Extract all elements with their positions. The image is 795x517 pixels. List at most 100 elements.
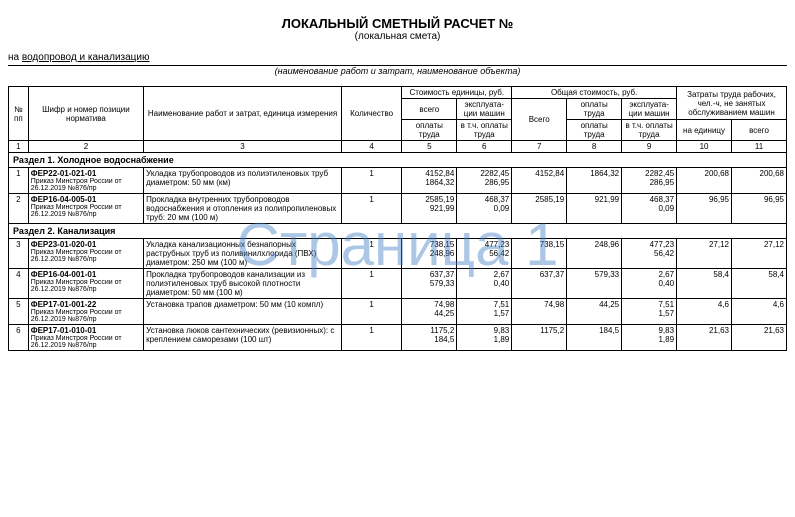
cell-6: 2282,45286,95	[457, 168, 512, 194]
cell-qty: 1	[341, 239, 401, 269]
cell-5: 1175,2184,5	[402, 325, 457, 351]
v: 1,89	[624, 335, 674, 344]
cell-code: ФЕР16-04-001-01Приказ Минстроя России от…	[28, 269, 143, 299]
cell-qty: 1	[341, 325, 401, 351]
cell-6: 7,511,57	[457, 299, 512, 325]
doc-title: ЛОКАЛЬНЫЙ СМЕТНЫЙ РАСЧЕТ №	[8, 16, 787, 31]
table-row: 1 ФЕР22-01-021-01Приказ Минстроя России …	[9, 168, 787, 194]
v: 2585,19	[404, 195, 454, 204]
hn2: 2	[28, 141, 143, 153]
cell-code: ФЕР17-01-010-01Приказ Минстроя России от…	[28, 325, 143, 351]
v: 921,99	[569, 195, 619, 204]
v: 468,37	[624, 195, 674, 204]
hd-numbers: 1 2 3 4 5 6 7 8 9 10 11	[9, 141, 787, 153]
v: 184,5	[569, 326, 619, 335]
hd-g2: Общая стоимость, руб.	[512, 87, 677, 99]
cell-8: 921,99	[567, 194, 622, 224]
v: 468,37	[459, 195, 509, 204]
v: 286,95	[459, 178, 509, 187]
v: 9,83	[459, 326, 509, 335]
section-1: Раздел 1. Холодное водоснабжение	[9, 153, 787, 168]
hd-naed: на единицу	[677, 120, 732, 141]
cell-7: 637,37	[512, 269, 567, 299]
hn6: 6	[457, 141, 512, 153]
cell-5: 4152,841864,32	[402, 168, 457, 194]
v: 9,83	[624, 326, 674, 335]
cell-7: 2585,19	[512, 194, 567, 224]
hn9: 9	[622, 141, 677, 153]
hd-oplaty2b: оплаты труда	[567, 120, 622, 141]
hd-n: № пп	[9, 87, 29, 141]
v: 738,15	[404, 240, 454, 249]
hd-g3: Затраты труда рабочих, чел.-ч, не заняты…	[677, 87, 787, 120]
code-main: ФЕР16-04-005-01	[31, 195, 141, 204]
cell-8: 579,33	[567, 269, 622, 299]
v: 579,33	[404, 279, 454, 288]
cell-name: Установка трапов диаметром: 50 мм (10 ко…	[144, 299, 342, 325]
cell-7: 74,98	[512, 299, 567, 325]
cell-qty: 1	[341, 168, 401, 194]
table-row: 2 ФЕР16-04-005-01Приказ Минстроя России …	[9, 194, 787, 224]
table-row: 5 ФЕР17-01-001-22Приказ Минстроя России …	[9, 299, 787, 325]
v: 0,40	[624, 279, 674, 288]
v: 0,09	[624, 204, 674, 213]
v: 477,23	[459, 240, 509, 249]
cell-9: 468,370,09	[622, 194, 677, 224]
cell-6: 9,831,89	[457, 325, 512, 351]
cell-8: 184,5	[567, 325, 622, 351]
cell-7: 738,15	[512, 239, 567, 269]
code-main: ФЕР17-01-010-01	[31, 326, 141, 335]
cell-name: Установка люков сантехнических (ревизион…	[144, 325, 342, 351]
hd-oplaty1: оплаты труда	[402, 120, 457, 141]
cell-5: 2585,19921,99	[402, 194, 457, 224]
v: 7,51	[624, 300, 674, 309]
hn8: 8	[567, 141, 622, 153]
hd-ekspl1: эксплуата-ции машин	[457, 99, 512, 120]
cell-9: 477,2356,42	[622, 239, 677, 269]
code-main: ФЕР16-04-001-01	[31, 270, 141, 279]
cell-5: 637,37579,33	[402, 269, 457, 299]
table-row: 4 ФЕР16-04-001-01Приказ Минстроя России …	[9, 269, 787, 299]
object-line: на водопровод и канализацию	[8, 52, 787, 63]
cell-9: 2,670,40	[622, 269, 677, 299]
hd-code: Шифр и номер позиции норматива	[28, 87, 143, 141]
cell-5: 74,9844,25	[402, 299, 457, 325]
hn3: 3	[144, 141, 342, 153]
cell-10: 21,63	[677, 325, 732, 351]
v: 286,95	[624, 178, 674, 187]
cell-code: ФЕР23-01-020-01Приказ Минстроя России от…	[28, 239, 143, 269]
cell-name: Прокладка внутренних трубопроводов водос…	[144, 194, 342, 224]
section-2-label: Раздел 2. Канализация	[9, 224, 787, 239]
cell-n: 6	[9, 325, 29, 351]
cell-9: 9,831,89	[622, 325, 677, 351]
cell-9: 2282,45286,95	[622, 168, 677, 194]
cell-7: 4152,84	[512, 168, 567, 194]
table-head: № пп Шифр и номер позиции норматива Наим…	[9, 87, 787, 153]
cell-11: 200,68	[732, 168, 787, 194]
v: 248,96	[569, 240, 619, 249]
v: 44,25	[404, 309, 454, 318]
v: 637,37	[404, 270, 454, 279]
v: 1864,32	[404, 178, 454, 187]
cell-code: ФЕР22-01-021-01Приказ Минстроя России от…	[28, 168, 143, 194]
cell-6: 2,670,40	[457, 269, 512, 299]
object-label: (наименование работ и затрат, наименован…	[8, 66, 787, 76]
cell-8: 44,25	[567, 299, 622, 325]
cell-11: 27,12	[732, 239, 787, 269]
cell-n: 5	[9, 299, 29, 325]
cell-11: 4,6	[732, 299, 787, 325]
v: 2,67	[624, 270, 674, 279]
v: 579,33	[569, 270, 619, 279]
v: 1,57	[459, 309, 509, 318]
v: 1864,32	[569, 169, 619, 178]
cell-name: Укладка трубопроводов из полиэтиленовых …	[144, 168, 342, 194]
v: 56,42	[624, 249, 674, 258]
v: 1,57	[624, 309, 674, 318]
v: 1,89	[459, 335, 509, 344]
cell-n: 4	[9, 269, 29, 299]
object-name: водопровод и канализацию	[22, 52, 150, 63]
cell-6: 468,370,09	[457, 194, 512, 224]
cell-n: 1	[9, 168, 29, 194]
hd-qty: Количество	[341, 87, 401, 141]
hd-vtch2: в т.ч. оплаты труда	[622, 120, 677, 141]
